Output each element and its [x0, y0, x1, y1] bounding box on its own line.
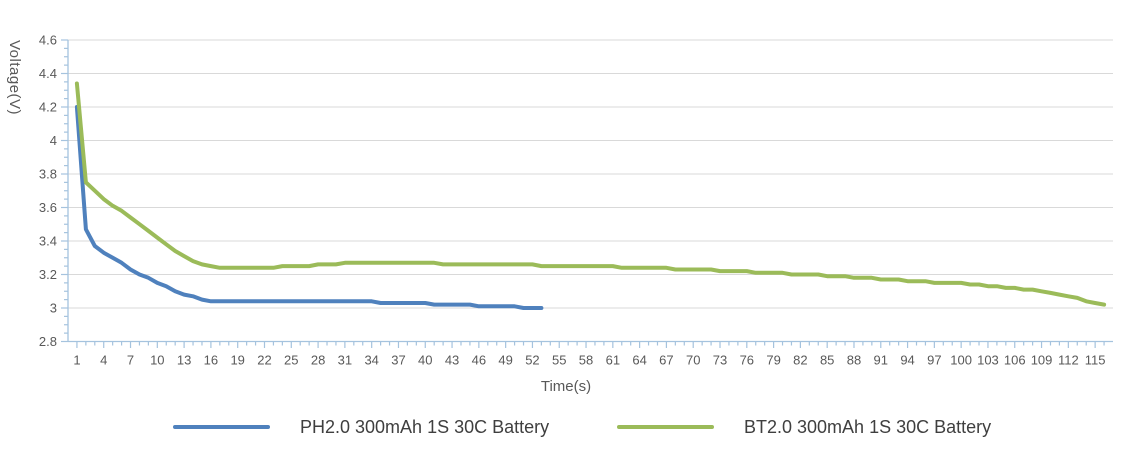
x-tick-label: 91 — [874, 353, 888, 368]
y-tick-label: 3.8 — [39, 167, 57, 182]
x-tick-label: 43 — [445, 353, 459, 368]
x-tick-label: 76 — [740, 353, 754, 368]
y-tick-label: 3.6 — [39, 200, 57, 215]
x-tick-label: 64 — [632, 353, 646, 368]
legend-label-bt20-battery: BT2.0 300mAh 1S 30C Battery — [744, 416, 992, 437]
y-tick-label: 3 — [50, 301, 57, 316]
x-tick-label: 61 — [606, 353, 620, 368]
x-axis-title: Time(s) — [540, 378, 592, 395]
x-tick-label: 19 — [230, 353, 244, 368]
y-tick-label: 4.4 — [39, 66, 57, 81]
x-tick-label: 13 — [177, 353, 191, 368]
x-tick-label: 85 — [820, 353, 834, 368]
x-tick-label: 100 — [950, 353, 972, 368]
x-tick-label: 94 — [900, 353, 914, 368]
x-tick-label: 82 — [793, 353, 807, 368]
legend-item-ph20-battery: PH2.0 300mAh 1S 30C Battery — [173, 410, 549, 444]
x-tick-label: 112 — [1058, 353, 1079, 368]
x-tick-label: 25 — [284, 353, 298, 368]
x-tick-label: 34 — [364, 353, 378, 368]
voltage-time-plot: 2.8 3 3.2 3.4 3.6 3.8 4 4.2 4.4 4.6 1 4 7 10 13 16 19 22 2… — [39, 33, 1113, 368]
x-tick-label: 4 — [100, 353, 107, 368]
legend-line-swatch-blue — [173, 425, 270, 429]
legend-label-ph20-battery: PH2.0 300mAh 1S 30C Battery — [300, 416, 550, 437]
x-tick-label: 52 — [525, 353, 539, 368]
x-tick-label: 49 — [498, 353, 512, 368]
x-tick-label: 58 — [579, 353, 593, 368]
x-tick-label: 28 — [311, 353, 325, 368]
x-tick-label: 1 — [73, 353, 80, 368]
x-tick-label: 88 — [847, 353, 861, 368]
x-tick-label: 7 — [127, 353, 134, 368]
x-tick-label: 55 — [552, 353, 566, 368]
x-tick-label: 115 — [1085, 353, 1106, 368]
x-tick-label: 22 — [257, 353, 271, 368]
x-tick-label: 106 — [1004, 353, 1026, 368]
y-tick-label: 4.6 — [39, 33, 57, 48]
y-tick-label: 3.4 — [39, 234, 57, 249]
x-tick-label: 109 — [1031, 353, 1053, 368]
x-tick-label: 10 — [150, 353, 164, 368]
x-tick-label: 103 — [977, 353, 999, 368]
legend-item-bt20-battery: BT2.0 300mAh 1S 30C Battery — [617, 410, 991, 444]
x-tick-label: 40 — [418, 353, 432, 368]
x-tick-label: 16 — [204, 353, 218, 368]
y-tick-label: 2.8 — [39, 334, 57, 349]
y-tick-label: 3.2 — [39, 267, 57, 282]
y-tick-label: 4.2 — [39, 100, 57, 115]
x-tick-label: 31 — [338, 353, 352, 368]
x-tick-label: 70 — [686, 353, 700, 368]
x-tick-label: 79 — [766, 353, 780, 368]
series-line-1 — [74, 81, 1107, 307]
legend-line-swatch-green — [617, 425, 714, 429]
x-tick-label: 97 — [927, 353, 941, 368]
x-tick-label: 73 — [713, 353, 727, 368]
x-tick-label: 67 — [659, 353, 673, 368]
x-tick-label: 37 — [391, 353, 405, 368]
y-tick-label: 4 — [50, 133, 57, 148]
series-line-0 — [74, 105, 544, 310]
chart-legend: PH2.0 300mAh 1S 30C Battery BT2.0 300mAh… — [0, 410, 1132, 446]
x-tick-label: 46 — [472, 353, 486, 368]
y-axis-title: Voltage(V) — [6, 40, 23, 116]
